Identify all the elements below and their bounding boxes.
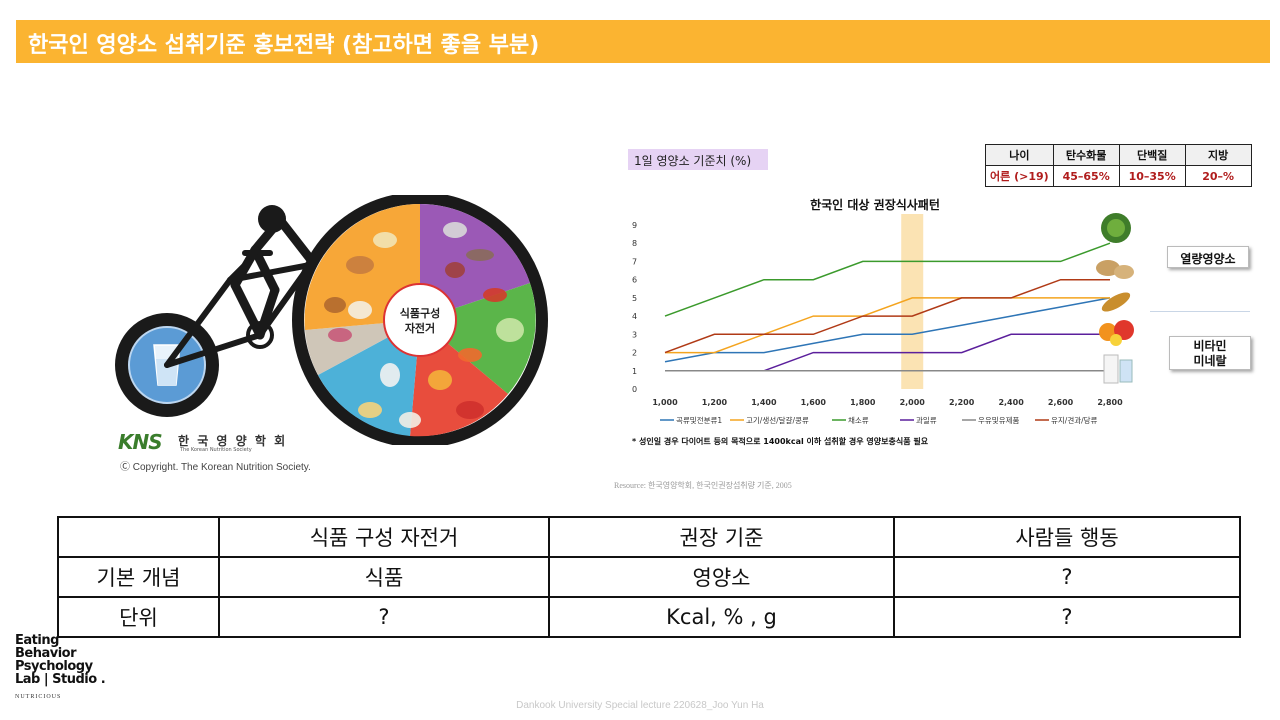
food-bicycle-illustration: 식품구성 자전거	[115, 195, 548, 445]
comparison-cell: 영양소	[548, 556, 895, 598]
x-tick-label: 2,600	[1048, 398, 1074, 407]
food-group-icons	[1096, 213, 1134, 384]
legend-label: 우유및유제품	[978, 415, 1019, 425]
x-tick-label: 1,000	[652, 398, 678, 407]
chart-footnote: * 성인일 경우 다이어트 등의 목적으로 1400kcal 이하 섭취할 경우…	[632, 437, 929, 446]
x-tick-label: 2,200	[949, 398, 975, 407]
kns-logo: KNS 한 국 영 양 학 회 The Korean Nutrition Soc…	[118, 430, 348, 458]
legend-label: 유지/견과/당류	[1051, 415, 1098, 425]
comparison-cell: ?	[893, 556, 1241, 598]
lab-logo-line: Lab | Studio .	[15, 672, 106, 687]
cabbage-icon	[1101, 213, 1131, 243]
comparison-header-cell: 사람들 행동	[893, 516, 1241, 558]
series-line-과일류	[763, 333, 1110, 372]
y-tick-label: 8	[632, 239, 637, 248]
x-tick-label: 1,200	[702, 398, 728, 407]
fruit-icon	[1099, 320, 1134, 346]
kns-logo-mark: KNS	[118, 430, 163, 454]
x-tick-label: 1,600	[801, 398, 827, 407]
vitamin-label-line1: 비타민	[1193, 339, 1227, 353]
comparison-row-concept: 기본 개념 식품 영양소 ?	[57, 556, 1241, 598]
ratio-value-cell: 20–%	[1184, 165, 1252, 187]
daily-nutrient-label: 1일 영양소 기준치 (%)	[628, 149, 768, 170]
x-tick-label: 1,800	[850, 398, 876, 407]
comparison-header-row: 식품 구성 자전거 권장 기준 사람들 행동	[57, 516, 1241, 558]
rider-head	[258, 205, 286, 233]
lab-logo-line: Eating	[15, 633, 59, 648]
comparison-header-cell	[57, 516, 220, 558]
series-line-곡류및전분류1	[664, 297, 1111, 363]
ratio-header-cell: 단백질	[1118, 144, 1186, 166]
ratio-header-cell: 나이	[985, 144, 1054, 166]
y-tick-label: 2	[632, 349, 637, 358]
comparison-header-cell: 권장 기준	[548, 516, 895, 558]
copyright-text: Ⓒ Copyright. The Korean Nutrition Societ…	[120, 462, 311, 473]
energy-nutrient-label: 열량영양소	[1167, 246, 1249, 268]
chart-title: 한국인 대상 권장식사패턴	[810, 197, 940, 212]
vitamin-mineral-label: 비타민 미네랄	[1169, 336, 1251, 370]
footer-text: Dankook University Special lecture 22062…	[516, 700, 764, 711]
ratio-table-header-row: 나이 탄수화물 단백질 지방	[985, 144, 1252, 166]
page-title: 한국인 영양소 섭취기준 홍보전략 (참고하면 좋을 부분)	[28, 33, 540, 58]
lab-logo-line: Behavior	[15, 646, 77, 661]
y-tick-label: 4	[632, 312, 637, 321]
y-tick-label: 9	[632, 221, 637, 230]
lab-logo-line: Psychology	[15, 659, 93, 674]
ratio-value-cell: 어른 (>19)	[985, 165, 1054, 187]
x-tick-label: 2,800	[1097, 398, 1123, 407]
side-divider-line	[1150, 311, 1250, 312]
milk-icon	[1103, 354, 1133, 384]
comparison-table: 식품 구성 자전거 권장 기준 사람들 행동 기본 개념 식품 영양소 ? 단위…	[57, 516, 1241, 638]
legend-label: 채소류	[848, 415, 869, 425]
resource-citation: Resource: 한국영양학회, 한국인권장섭취량 기준, 2005	[614, 481, 792, 490]
legend-label: 곡류및전분류1	[676, 415, 722, 425]
comparison-row-label: 기본 개념	[57, 556, 220, 598]
wheat-icon	[1101, 292, 1131, 312]
y-tick-label: 1	[632, 367, 637, 376]
y-tick-label: 0	[632, 385, 637, 394]
series-line-채소류	[664, 242, 1111, 317]
x-tick-label: 2,400	[998, 398, 1024, 407]
ratio-header-cell: 지방	[1184, 144, 1252, 166]
legend-label: 과일류	[916, 416, 937, 425]
title-bar: 한국인 영양소 섭취기준 홍보전략 (참고하면 좋을 부분)	[16, 20, 1270, 63]
comparison-row-label: 단위	[57, 596, 220, 638]
comparison-cell: Kcal, % , g	[548, 596, 895, 638]
kns-logo-english: The Korean Nutrition Society	[180, 447, 252, 453]
legend-label: 고기/생선/달걀/콩류	[746, 415, 809, 425]
comparison-header-cell: 식품 구성 자전거	[218, 516, 550, 558]
y-tick-label: 7	[632, 257, 637, 266]
lab-logo-sub: NUTRICIOUS	[15, 694, 62, 700]
dietary-pattern-line-chart: 한국인 대상 권장식사패턴 0 1 2 3 4 5 6 7 8 9 1,000 1,200 1,400 1,…	[632, 197, 1123, 425]
series-line-고기/생선/달걀/콩류	[665, 297, 1110, 354]
series-line-유지/견과/당류	[664, 278, 1110, 354]
x-tick-label: 2,000	[900, 398, 926, 407]
ratio-value-cell: 45–65%	[1052, 165, 1120, 187]
vitamin-label-line2: 미네랄	[1193, 354, 1227, 368]
kns-logo-korean: 한 국 영 양 학 회	[178, 434, 288, 448]
comparison-cell: 식품	[218, 556, 550, 598]
comparison-cell: ?	[893, 596, 1241, 638]
y-tick-label: 6	[632, 276, 637, 285]
potato-icon	[1096, 260, 1134, 279]
y-tick-label: 3	[632, 330, 637, 339]
eating-behavior-lab-logo: Eating Behavior Psychology Lab | Studio …	[15, 634, 115, 704]
comparison-row-unit: 단위 ? Kcal, % , g ?	[57, 596, 1241, 638]
wheel-center-line1: 식품구성	[400, 306, 440, 320]
ratio-value-cell: 10–35%	[1118, 165, 1186, 187]
macronutrient-ratio-table: 나이 탄수화물 단백질 지방 어른 (>19) 45–65% 10–35% 20…	[985, 144, 1252, 187]
wheel-center	[383, 283, 457, 357]
comparison-cell: ?	[218, 596, 550, 638]
highlight-band-2000	[901, 214, 924, 389]
food-images	[324, 222, 524, 428]
x-tick-label: 1,400	[751, 398, 777, 407]
wheel-center-line2: 자전거	[405, 321, 435, 335]
y-tick-label: 5	[632, 294, 637, 303]
ratio-header-cell: 탄수화물	[1052, 144, 1120, 166]
ratio-table-value-row: 어른 (>19) 45–65% 10–35% 20–%	[985, 165, 1252, 187]
